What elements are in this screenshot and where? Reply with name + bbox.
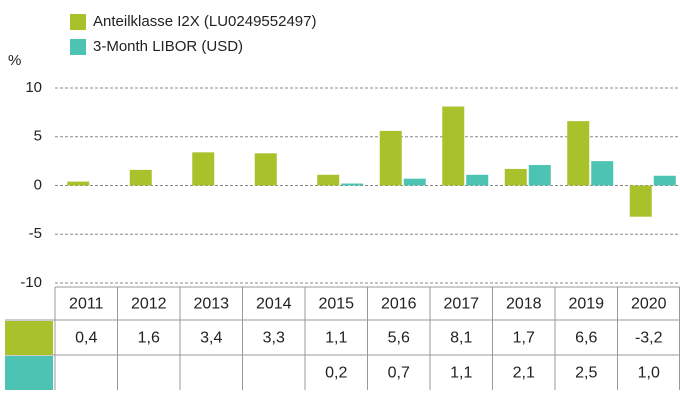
legend-label: Anteilklasse I2X (LU0249552497) xyxy=(93,13,316,30)
bar xyxy=(403,178,426,186)
bar xyxy=(341,183,364,186)
table-value: -3,2 xyxy=(635,330,663,347)
x-tick-label: 2020 xyxy=(631,296,667,313)
bar xyxy=(567,121,590,186)
table-value: 0,7 xyxy=(388,365,410,382)
table-value: 0,2 xyxy=(325,365,347,382)
x-tick-label: 2015 xyxy=(318,296,354,313)
table-value: 1,1 xyxy=(450,365,472,382)
table-value: 1,6 xyxy=(138,330,160,347)
x-tick-label: 2018 xyxy=(506,296,542,313)
table-swatch xyxy=(5,356,53,390)
legend-swatch xyxy=(70,14,86,30)
bar xyxy=(528,165,551,186)
table-value: 6,6 xyxy=(575,330,597,347)
bar xyxy=(129,169,152,186)
y-tick-label: 0 xyxy=(34,176,42,193)
table-value: 5,6 xyxy=(388,330,410,347)
bar xyxy=(317,174,340,186)
bar xyxy=(466,174,489,186)
table-value: 2,5 xyxy=(575,365,597,382)
table-value: 2,1 xyxy=(513,365,535,382)
bar xyxy=(254,153,277,186)
legend-label: 3-Month LIBOR (USD) xyxy=(93,38,243,55)
y-tick-label: -5 xyxy=(29,225,42,242)
table-value: 0,4 xyxy=(75,330,97,347)
x-tick-label: 2016 xyxy=(381,296,417,313)
x-tick-label: 2019 xyxy=(568,296,604,313)
table-swatch xyxy=(5,321,53,355)
table-value: 1,1 xyxy=(325,330,347,347)
x-tick-label: 2014 xyxy=(256,296,292,313)
table-value: 1,0 xyxy=(638,365,660,382)
bar xyxy=(379,130,402,186)
legend-swatch xyxy=(70,39,86,55)
y-tick-label: -10 xyxy=(20,274,42,291)
x-tick-label: 2013 xyxy=(193,296,229,313)
table-value: 3,4 xyxy=(200,330,222,347)
x-tick-label: 2012 xyxy=(131,296,167,313)
y-tick-label: 10 xyxy=(25,79,42,96)
bar xyxy=(442,106,465,186)
table-value: 3,3 xyxy=(263,330,285,347)
bar xyxy=(67,181,90,186)
y-tick-label: 5 xyxy=(34,128,42,145)
x-tick-label: 2017 xyxy=(443,296,479,313)
x-tick-label: 2011 xyxy=(69,296,104,313)
table-value: 8,1 xyxy=(450,330,472,347)
table-value: 1,7 xyxy=(513,330,535,347)
bar xyxy=(629,185,652,217)
bar xyxy=(192,152,215,186)
y-axis-label: % xyxy=(8,52,21,69)
bar xyxy=(653,175,676,186)
bar xyxy=(504,168,527,186)
bar xyxy=(591,161,614,186)
